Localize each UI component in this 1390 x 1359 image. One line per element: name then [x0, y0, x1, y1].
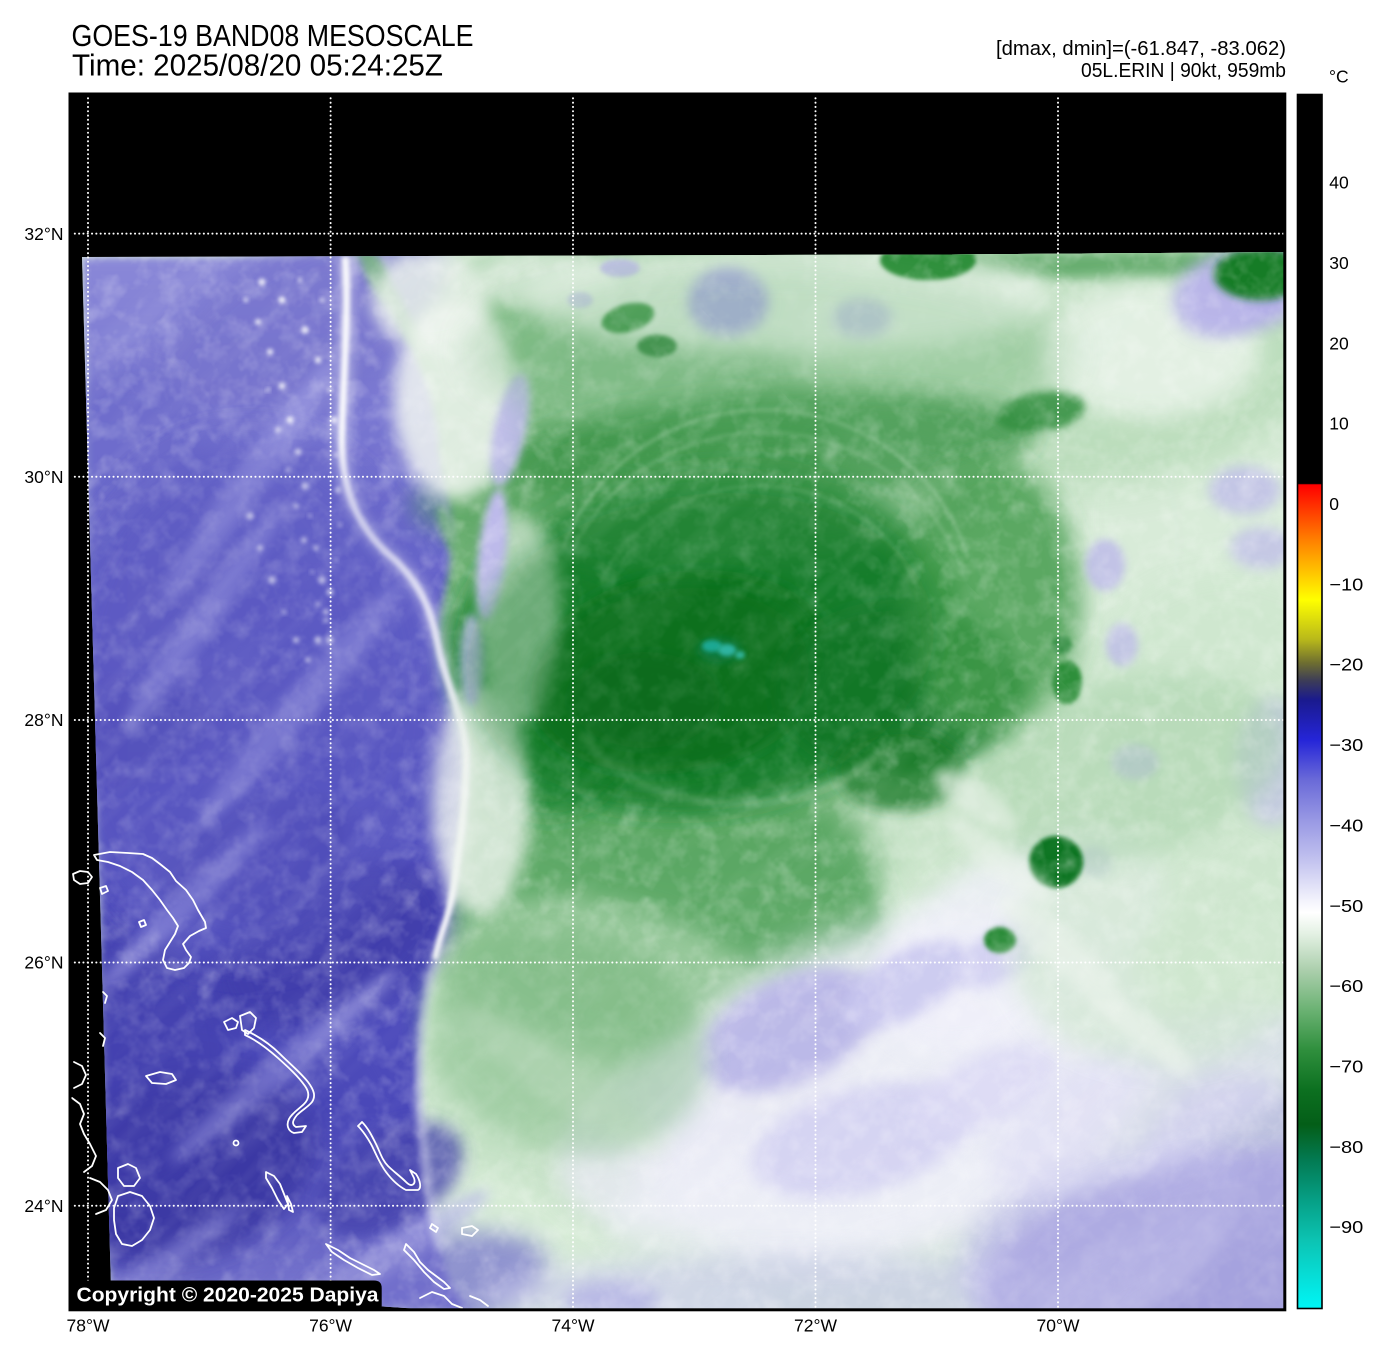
svg-text:−90: −90 [1329, 1217, 1363, 1237]
svg-text:−30: −30 [1329, 735, 1363, 755]
svg-text:32°N: 32°N [24, 224, 63, 244]
svg-text:28°N: 28°N [24, 710, 63, 730]
svg-text:−40: −40 [1329, 815, 1363, 835]
svg-text:−70: −70 [1329, 1056, 1363, 1076]
svg-text:−10: −10 [1329, 574, 1363, 594]
svg-text:GOES-19 BAND08 MESOSCALE: GOES-19 BAND08 MESOSCALE [72, 19, 474, 53]
svg-text:0: 0 [1329, 494, 1339, 514]
svg-text:72°W: 72°W [794, 1316, 837, 1336]
svg-text:78°W: 78°W [67, 1316, 110, 1336]
svg-text:05L.ERIN | 90kt, 959mb: 05L.ERIN | 90kt, 959mb [1081, 60, 1286, 82]
svg-text:−80: −80 [1329, 1137, 1363, 1157]
svg-text:20: 20 [1329, 333, 1349, 353]
svg-text:74°W: 74°W [552, 1316, 595, 1336]
svg-text:[dmax, dmin]=(-61.847, -83.062: [dmax, dmin]=(-61.847, -83.062) [996, 38, 1286, 60]
svg-text:−60: −60 [1329, 976, 1363, 996]
svg-text:−20: −20 [1329, 655, 1363, 675]
svg-text:26°N: 26°N [24, 953, 63, 973]
svg-text:−50: −50 [1329, 896, 1363, 916]
svg-text:Time: 2025/08/20 05:24:25Z: Time: 2025/08/20 05:24:25Z [72, 48, 443, 82]
svg-text:24°N: 24°N [24, 1196, 63, 1216]
svg-text:10: 10 [1329, 414, 1349, 434]
svg-text:40: 40 [1329, 173, 1349, 193]
svg-text:Copyright © 2020-2025 Dapiya: Copyright © 2020-2025 Dapiya [77, 1284, 380, 1307]
svg-text:30: 30 [1329, 253, 1349, 273]
svg-text:70°W: 70°W [1037, 1316, 1080, 1336]
svg-text:76°W: 76°W [309, 1316, 352, 1336]
svg-text:°C: °C [1329, 67, 1349, 87]
svg-text:30°N: 30°N [24, 467, 63, 487]
